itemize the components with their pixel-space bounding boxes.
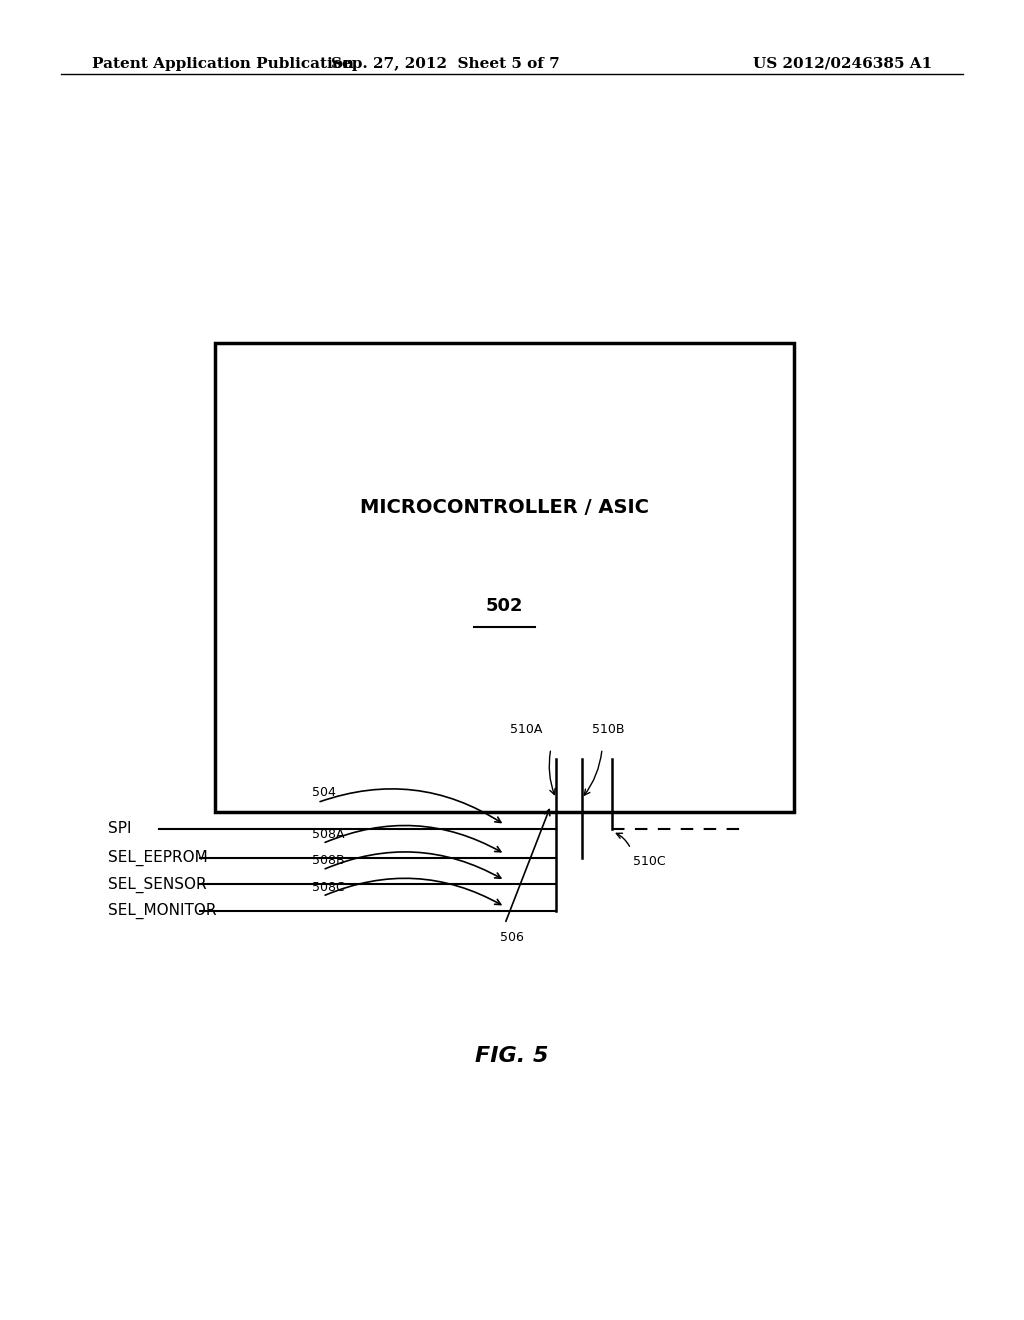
Text: US 2012/0246385 A1: US 2012/0246385 A1 [753,57,932,71]
Text: Sep. 27, 2012  Sheet 5 of 7: Sep. 27, 2012 Sheet 5 of 7 [331,57,560,71]
Text: SEL_SENSOR: SEL_SENSOR [108,876,206,892]
Text: 508C: 508C [312,880,345,894]
Bar [215,343,794,812]
Text: 506: 506 [500,931,523,944]
Text: 510A: 510A [510,723,543,737]
Text: Patent Application Publication: Patent Application Publication [92,57,354,71]
Text: 502: 502 [485,597,523,615]
Text: 510B: 510B [592,723,625,737]
Text: 508B: 508B [312,854,345,867]
Text: 508A: 508A [312,828,345,841]
Text: SPI: SPI [108,821,131,837]
Text: MICROCONTROLLER / ASIC: MICROCONTROLLER / ASIC [359,498,649,516]
Text: SEL_MONITOR: SEL_MONITOR [108,903,216,919]
Text: FIG. 5: FIG. 5 [475,1045,549,1067]
Text: SEL_EEPROM: SEL_EEPROM [108,850,207,866]
Text: 504: 504 [312,785,336,799]
Text: 510C: 510C [633,855,666,869]
